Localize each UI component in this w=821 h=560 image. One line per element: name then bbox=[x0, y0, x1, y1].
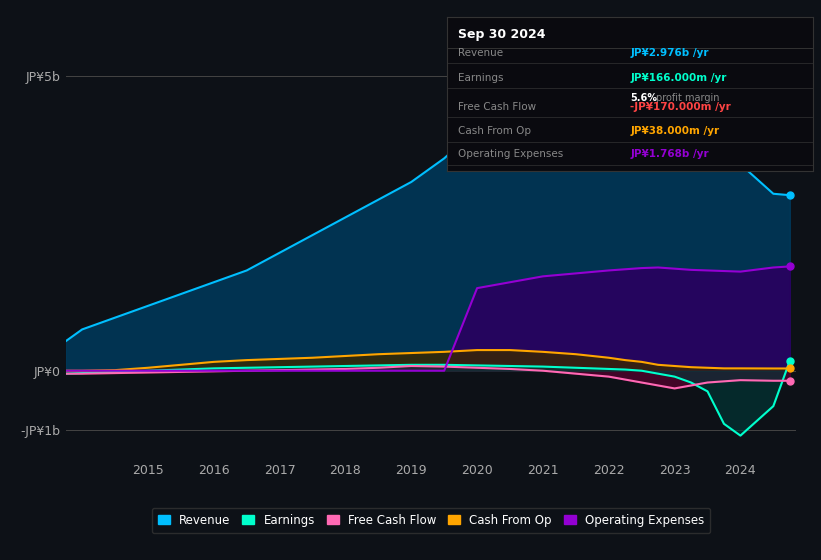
Text: -JP¥170.000m /yr: -JP¥170.000m /yr bbox=[631, 101, 731, 111]
Text: Free Cash Flow: Free Cash Flow bbox=[458, 101, 537, 111]
Text: Sep 30 2024: Sep 30 2024 bbox=[458, 27, 546, 40]
Text: profit margin: profit margin bbox=[656, 93, 719, 103]
Text: Operating Expenses: Operating Expenses bbox=[458, 150, 564, 159]
Text: JP¥2.976b /yr: JP¥2.976b /yr bbox=[631, 48, 709, 58]
Text: 5.6%: 5.6% bbox=[631, 93, 657, 103]
Legend: Revenue, Earnings, Free Cash Flow, Cash From Op, Operating Expenses: Revenue, Earnings, Free Cash Flow, Cash … bbox=[152, 508, 710, 533]
Text: JP¥166.000m /yr: JP¥166.000m /yr bbox=[631, 73, 727, 83]
Text: JP¥38.000m /yr: JP¥38.000m /yr bbox=[631, 126, 719, 136]
Text: Revenue: Revenue bbox=[458, 48, 503, 58]
Text: Earnings: Earnings bbox=[458, 73, 504, 83]
Text: Cash From Op: Cash From Op bbox=[458, 126, 531, 136]
Text: JP¥1.768b /yr: JP¥1.768b /yr bbox=[631, 150, 709, 159]
